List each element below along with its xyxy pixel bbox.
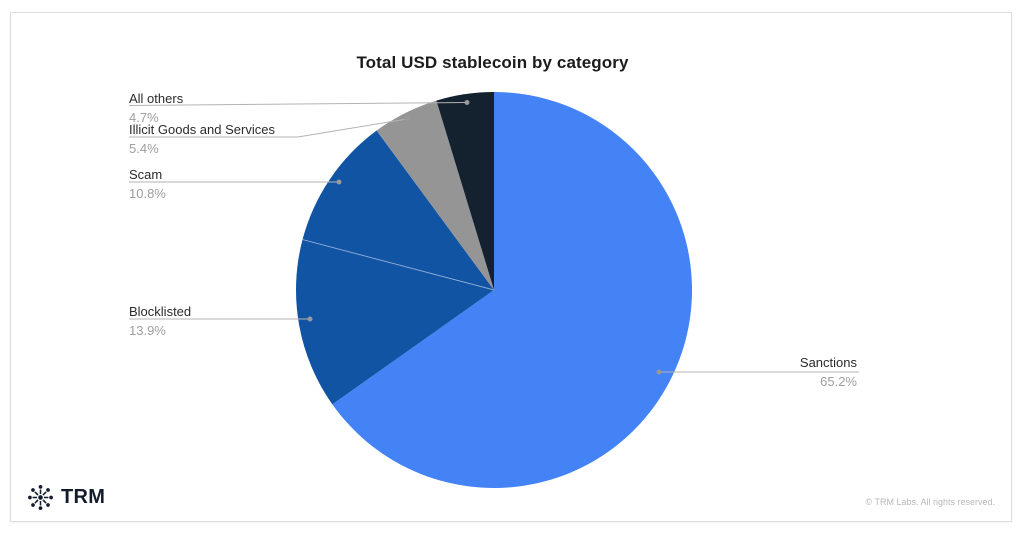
pie-label-blocklisted-pct: 13.9% — [129, 323, 166, 338]
leader-line-illicit-goods-and-services — [129, 118, 408, 138]
trm-brand-footer: TRM — [27, 484, 105, 511]
leader-dot-illicit-goods-and-services — [404, 116, 410, 122]
chart-card: Total USD stablecoin by category All oth… — [10, 12, 1012, 522]
copyright-text: © TRM Labs. All rights reserved. — [865, 497, 995, 507]
pie-label-scam-pct: 10.8% — [129, 186, 166, 201]
pie-label-sanctions: Sanctions 65.2% — [800, 355, 857, 389]
pie-label-blocklisted-name: Blocklisted — [129, 304, 192, 319]
pie-slice-illicit-goods-and-services[interactable] — [376, 100, 494, 290]
pie-label-scam: Scam 10.8% — [129, 167, 166, 201]
pie-slice-all-others[interactable] — [436, 91, 494, 290]
trm-logo-icon — [28, 485, 53, 510]
pie-slice-scam[interactable] — [302, 130, 494, 290]
pie-label-illicit-pct: 5.4% — [129, 141, 159, 156]
trm-brand-text: TRM — [61, 486, 106, 508]
leader-dot-scam — [336, 179, 342, 185]
chart-title: Total USD stablecoin by category — [356, 53, 629, 72]
pie-label-blocklisted: Blocklisted 13.9% — [129, 304, 191, 338]
pie-label-all-others-pct: 4.7% — [129, 110, 159, 125]
pie-slice-blocklisted[interactable] — [295, 239, 494, 405]
leader-dot-sanctions — [656, 369, 662, 375]
pie-chart — [128, 91, 859, 488]
leader-dot-blocklisted — [307, 316, 313, 322]
pie-label-sanctions-name: Sanctions — [799, 355, 857, 370]
pie-label-illicit-goods-and-services: Illicit Goods and Services 5.4% — [129, 122, 275, 156]
pie-label-scam-name: Scam — [129, 167, 163, 182]
leader-line-all-others — [128, 102, 468, 106]
pie-label-sanctions-pct: 65.2% — [820, 374, 857, 389]
pie-label-all-others: All others 4.7% — [129, 91, 183, 125]
pie-label-all-others-name: All others — [129, 91, 184, 106]
slice-divider — [302, 239, 495, 291]
leader-dot-all-others — [464, 100, 470, 105]
pie-label-illicit-name: Illicit Goods and Services — [129, 122, 275, 137]
pie-slice-sanctions[interactable] — [332, 92, 693, 488]
